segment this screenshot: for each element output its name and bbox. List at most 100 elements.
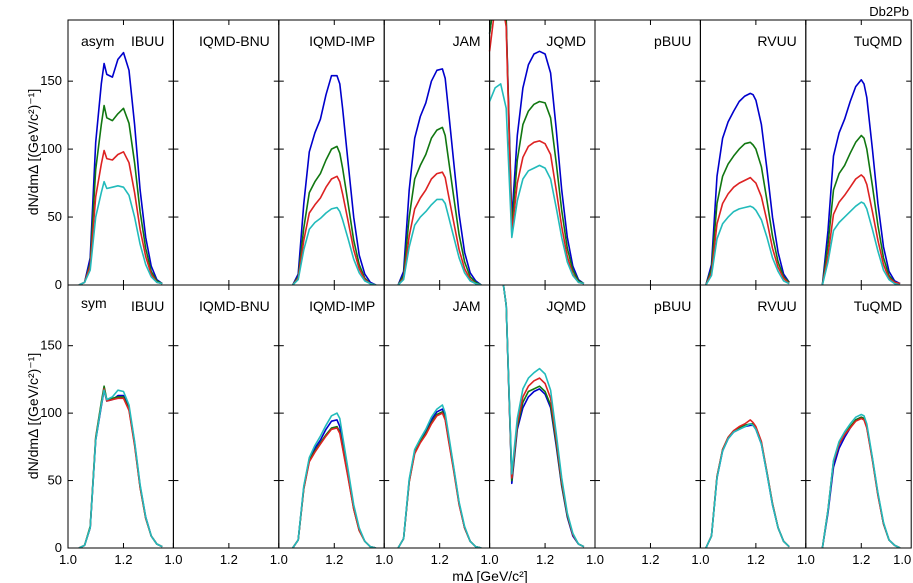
panel-sym-iqmd-imp-xtick-label: 1.0 — [270, 552, 288, 567]
panel-sym-jqmd-series-line-3 — [489, 285, 585, 548]
panel-sym-ibuu-series-line-2 — [78, 388, 163, 548]
panel-sym-tuqmd-series — [821, 413, 901, 548]
panel-asym-jam-frame — [383, 19, 491, 286]
panel-asym-iqmd-bnu-title: IQMD-BNU — [199, 33, 270, 49]
panel-sym-ibuu-xtick-label: 1.2 — [114, 552, 132, 567]
panel-sym-tuqmd-xtick-label: 1.2 — [852, 552, 870, 567]
panels-layer: 0 50 100 150 IBUU IQMD-BNU IQMD-IMP JAM JQMD pBUU… — [40, 19, 912, 567]
panel-sym-jqmd-frame — [489, 284, 596, 549]
panel-asym-ibuu-ytick-label: 150 — [40, 73, 62, 88]
panel-asym-jam-series — [397, 68, 482, 285]
panel-asym-ibuu-series-line-3 — [78, 180, 163, 285]
panel-asym-ibuu: 0 50 100 150 IBUU — [40, 19, 174, 292]
panel-asym-jam-series-line-1 — [397, 126, 482, 285]
panel-sym-rvuu-series-line-2 — [705, 419, 790, 548]
panel-sym-jqmd-series — [489, 285, 585, 548]
panel-asym-iqmd-imp-series-line-3 — [292, 206, 377, 285]
panel-asym-rvuu-series-line-1 — [705, 141, 790, 285]
panel-sym-iqmd-bnu-title: IQMD-BNU — [199, 298, 270, 314]
panel-sym-ibuu-title: IBUU — [131, 298, 164, 314]
panel-sym-rvuu-frame — [699, 284, 807, 549]
panel-asym-rvuu-title: RVUU — [757, 33, 796, 49]
panel-asym-tuqmd-series — [821, 79, 901, 285]
panel-sym-jam: 1.0 1.2 JAM — [375, 284, 491, 567]
panel-sym-jam-series-line-3 — [397, 404, 482, 548]
panel-asym-iqmd-imp: IQMD-IMP — [278, 19, 385, 286]
panel-sym-jam-title: JAM — [453, 298, 481, 314]
panel-sym-tuqmd-xtick-label: 1.0 — [797, 552, 815, 567]
panel-sym-rvuu-title: RVUU — [757, 298, 796, 314]
panel-sym-rvuu-xtick-label: 1.2 — [747, 552, 765, 567]
panel-sym-ibuu-ytick-label: 100 — [40, 405, 62, 420]
y-axis-label-bottom: dN/dmΔ [(GeV/c²)⁻¹] — [25, 353, 41, 479]
panel-asym-iqmd-bnu: IQMD-BNU — [172, 19, 280, 286]
panel-sym-ibuu-series-line-0 — [78, 389, 163, 548]
panel-asym-jam-series-line-3 — [397, 198, 482, 285]
panel-sym-iqmd-imp-series — [292, 412, 377, 548]
panel-sym-iqmd-imp: 1.0 1.2 IQMD-IMP — [270, 284, 385, 567]
panel-sym-jam-series — [397, 404, 482, 548]
row-label-sym: sym — [81, 295, 107, 311]
panel-sym-ibuu-series — [78, 385, 163, 548]
panel-asym-jqmd-series-line-0 — [488, 20, 585, 285]
panel-sym-jqmd: 1.0 1.2 JQMD — [481, 284, 596, 567]
panel-sym-ibuu-ytick-label: 0 — [55, 540, 62, 555]
panel-sym-iqmd-imp-series-line-3 — [292, 412, 377, 548]
panel-asym-pbuu-frame — [594, 19, 701, 286]
panel-sym-jqmd-title: JQMD — [546, 298, 586, 314]
panel-asym-ibuu-ytick-label: 50 — [48, 209, 62, 224]
x-axis-label: mΔ [GeV/c²] — [452, 568, 527, 583]
panel-sym-pbuu-xtick-label: 1.2 — [641, 552, 659, 567]
panel-asym-ibuu-series-line-2 — [78, 149, 163, 285]
panel-asym-iqmd-imp-series-line-1 — [292, 145, 377, 285]
row-label-asym: asym — [81, 33, 114, 49]
panel-asym-iqmd-imp-frame — [278, 19, 385, 286]
panel-sym-pbuu: 1.0 1.2 pBUU — [586, 284, 701, 567]
panel-asym-tuqmd-series-line-0 — [821, 79, 901, 285]
panel-asym-rvuu-series-line-0 — [705, 92, 790, 285]
panel-asym-rvuu-series-line-3 — [705, 205, 790, 285]
panel-sym-tuqmd-title: TuQMD — [854, 298, 902, 314]
panel-asym-tuqmd-frame — [805, 19, 912, 286]
panel-sym-ibuu-frame — [67, 284, 174, 549]
panel-sym-jam-xtick-label: 1.0 — [375, 552, 393, 567]
panel-sym-iqmd-bnu-frame — [172, 284, 280, 549]
panel-asym-rvuu: RVUU — [699, 19, 807, 286]
panel-asym-iqmd-imp-series-line-0 — [291, 74, 377, 285]
panel-sym-iqmd-bnu: 1.0 1.2 IQMD-BNU — [164, 284, 280, 567]
panel-asym-pbuu: pBUU — [594, 19, 701, 286]
panel-asym-jqmd-series-line-1 — [488, 20, 585, 285]
panel-asym-jqmd: JQMD — [488, 19, 596, 286]
panel-sym-ibuu-ytick-label: 50 — [48, 473, 62, 488]
panel-asym-tuqmd: TuQMD — [805, 19, 912, 286]
panel-asym-iqmd-imp-series-line-2 — [292, 175, 377, 285]
panel-asym-iqmd-bnu-frame — [172, 19, 280, 286]
panel-sym-pbuu-xtick-label: 1.0 — [586, 552, 604, 567]
panel-sym-jqmd-xtick-label: 1.0 — [481, 552, 499, 567]
panel-asym-jqmd-series-line-3 — [488, 83, 585, 285]
panel-asym-jam-series-line-0 — [397, 68, 482, 285]
panel-sym-rvuu-xtick-label: 1.0 — [691, 552, 709, 567]
panel-asym-ibuu-ytick-label: 100 — [40, 141, 62, 156]
panel-asym-iqmd-imp-series — [291, 74, 377, 285]
panel-asym-pbuu-title: pBUU — [654, 33, 691, 49]
panel-asym-jqmd-series — [488, 20, 585, 285]
panel-sym-tuqmd-series-line-0 — [821, 416, 901, 548]
panel-asym-ibuu-ytick-label: 0 — [55, 277, 62, 292]
panel-asym-jam-series-line-2 — [397, 171, 482, 285]
panel-sym-ibuu-series-line-1 — [78, 385, 163, 548]
panel-sym-rvuu-series — [705, 419, 790, 548]
xtick-label-right-edge: 1.0 — [893, 552, 911, 567]
panel-asym-jqmd-title: JQMD — [546, 33, 586, 49]
panel-asym-tuqmd-series-line-1 — [821, 134, 901, 285]
panel-asym-ibuu-series — [78, 51, 163, 285]
panel-sym-pbuu-frame — [594, 284, 701, 549]
panel-sym-tuqmd: 1.0 1.2 TuQMD — [797, 284, 912, 567]
panel-sym-ibuu-xtick-label: 1.0 — [59, 552, 77, 567]
panel-sym-tuqmd-frame — [805, 284, 912, 549]
panel-asym-jqmd-frame — [489, 19, 596, 286]
panel-asym-ibuu-series-line-1 — [78, 104, 163, 285]
panel-sym-jqmd-xtick-label: 1.2 — [536, 552, 554, 567]
panel-sym-tuqmd-series-line-3 — [821, 413, 901, 548]
